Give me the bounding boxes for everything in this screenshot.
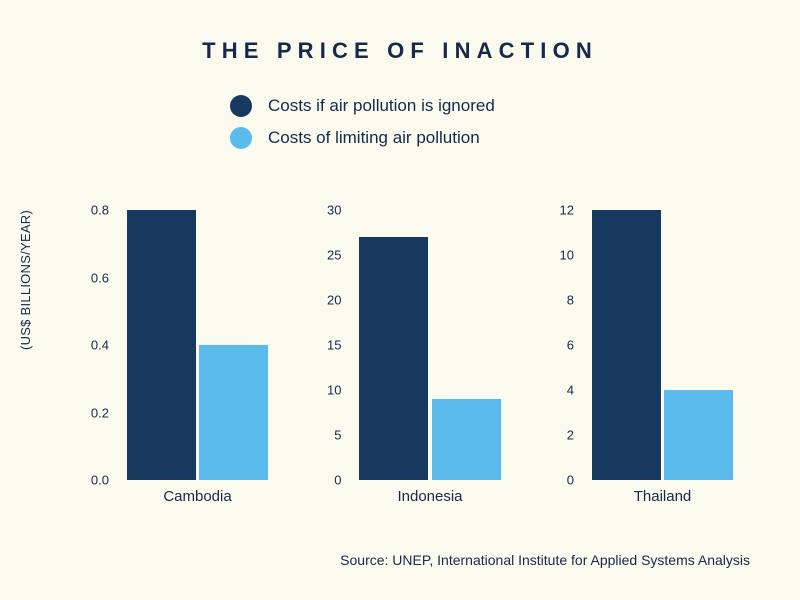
y-tick: 30 xyxy=(327,203,341,218)
y-tick: 10 xyxy=(560,248,574,263)
legend-label: Costs of limiting air pollution xyxy=(268,128,480,148)
bar xyxy=(592,210,661,480)
y-tick: 2 xyxy=(567,428,574,443)
y-tick: 4 xyxy=(567,383,574,398)
y-axis-label: (US$ BILLIONS/YEAR) xyxy=(18,210,33,350)
chart-title: THE PRICE OF INACTION xyxy=(0,38,800,64)
y-tick: 0.4 xyxy=(91,338,109,353)
y-tick: 0 xyxy=(334,473,341,488)
y-tick: 20 xyxy=(327,293,341,308)
bar xyxy=(359,237,428,480)
y-tick: 6 xyxy=(567,338,574,353)
y-tick: 0.6 xyxy=(91,270,109,285)
chart-panel-cambodia: 0.00.20.40.60.8 Cambodia xyxy=(85,210,285,505)
chart-panels: 0.00.20.40.60.8 Cambodia 051015202530 In… xyxy=(85,210,750,505)
bar xyxy=(432,399,501,480)
legend-swatch-icon xyxy=(230,127,252,149)
bar xyxy=(664,390,733,480)
y-tick: 0.0 xyxy=(91,473,109,488)
legend-swatch-icon xyxy=(230,95,252,117)
y-tick: 8 xyxy=(567,293,574,308)
plot-area xyxy=(348,210,513,480)
legend-label: Costs if air pollution is ignored xyxy=(268,96,495,116)
bar xyxy=(199,345,268,480)
plot-area xyxy=(115,210,280,480)
y-tick: 15 xyxy=(327,338,341,353)
category-label: Thailand xyxy=(580,488,745,505)
y-axis-ticks: 0.00.20.40.60.8 xyxy=(85,210,113,480)
y-tick: 0 xyxy=(567,473,574,488)
bar xyxy=(127,210,196,480)
chart-panel-indonesia: 051015202530 Indonesia xyxy=(318,210,518,505)
category-label: Indonesia xyxy=(348,488,513,505)
legend-item: Costs of limiting air pollution xyxy=(230,127,570,149)
y-tick: 0.2 xyxy=(91,405,109,420)
chart-panel-thailand: 024681012 Thailand xyxy=(550,210,750,505)
y-tick: 5 xyxy=(334,428,341,443)
y-axis-ticks: 051015202530 xyxy=(318,210,346,480)
y-tick: 12 xyxy=(560,203,574,218)
y-axis-ticks: 024681012 xyxy=(550,210,578,480)
source-attribution: Source: UNEP, International Institute fo… xyxy=(340,552,750,568)
y-tick: 10 xyxy=(327,383,341,398)
y-tick: 0.8 xyxy=(91,203,109,218)
category-label: Cambodia xyxy=(115,488,280,505)
y-tick: 25 xyxy=(327,248,341,263)
legend: Costs if air pollution is ignored Costs … xyxy=(0,95,800,149)
plot-area xyxy=(580,210,745,480)
legend-item: Costs if air pollution is ignored xyxy=(230,95,570,117)
